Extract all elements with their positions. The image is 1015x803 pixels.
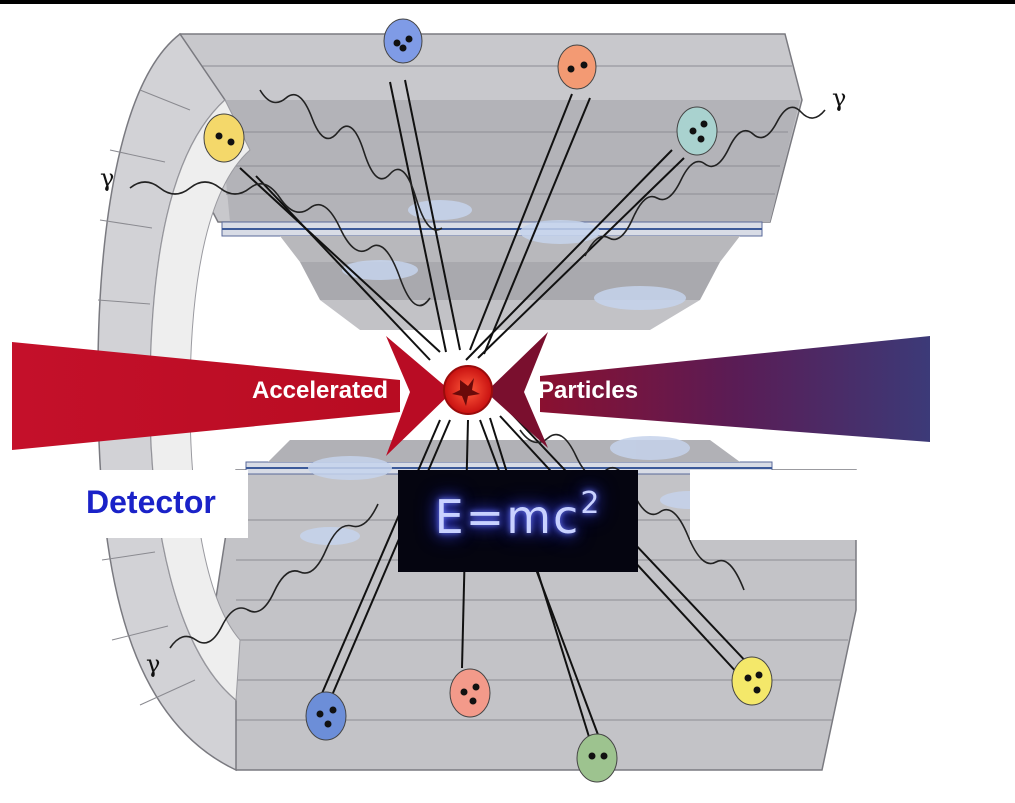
particle-yellow-bottomright <box>732 657 772 705</box>
particle-blue-bottom <box>306 692 346 740</box>
formula-box: E=mc2 <box>398 470 638 572</box>
particle-teal-topright <box>677 107 717 155</box>
particle-orange-top <box>558 45 596 89</box>
gamma-symbol-bottomleft: γ <box>146 650 160 678</box>
accelerated-label: Accelerated <box>252 377 388 405</box>
particles-label: Particles <box>538 377 638 405</box>
particle-green-bottom <box>577 734 617 782</box>
top-rule <box>0 0 1015 4</box>
blank-box <box>690 470 860 540</box>
gamma-symbol-left: γ <box>100 164 114 192</box>
formula-base: E=mc <box>435 490 581 544</box>
particle-yellow-topleft <box>204 114 244 162</box>
formula-exponent: 2 <box>580 486 601 521</box>
particle-pink-bottom <box>450 669 490 717</box>
detector-label: Detector <box>86 484 216 521</box>
formula: E=mc2 <box>398 486 638 544</box>
particle-blue-top <box>384 19 422 63</box>
gamma-symbol-topright: γ <box>832 84 846 112</box>
